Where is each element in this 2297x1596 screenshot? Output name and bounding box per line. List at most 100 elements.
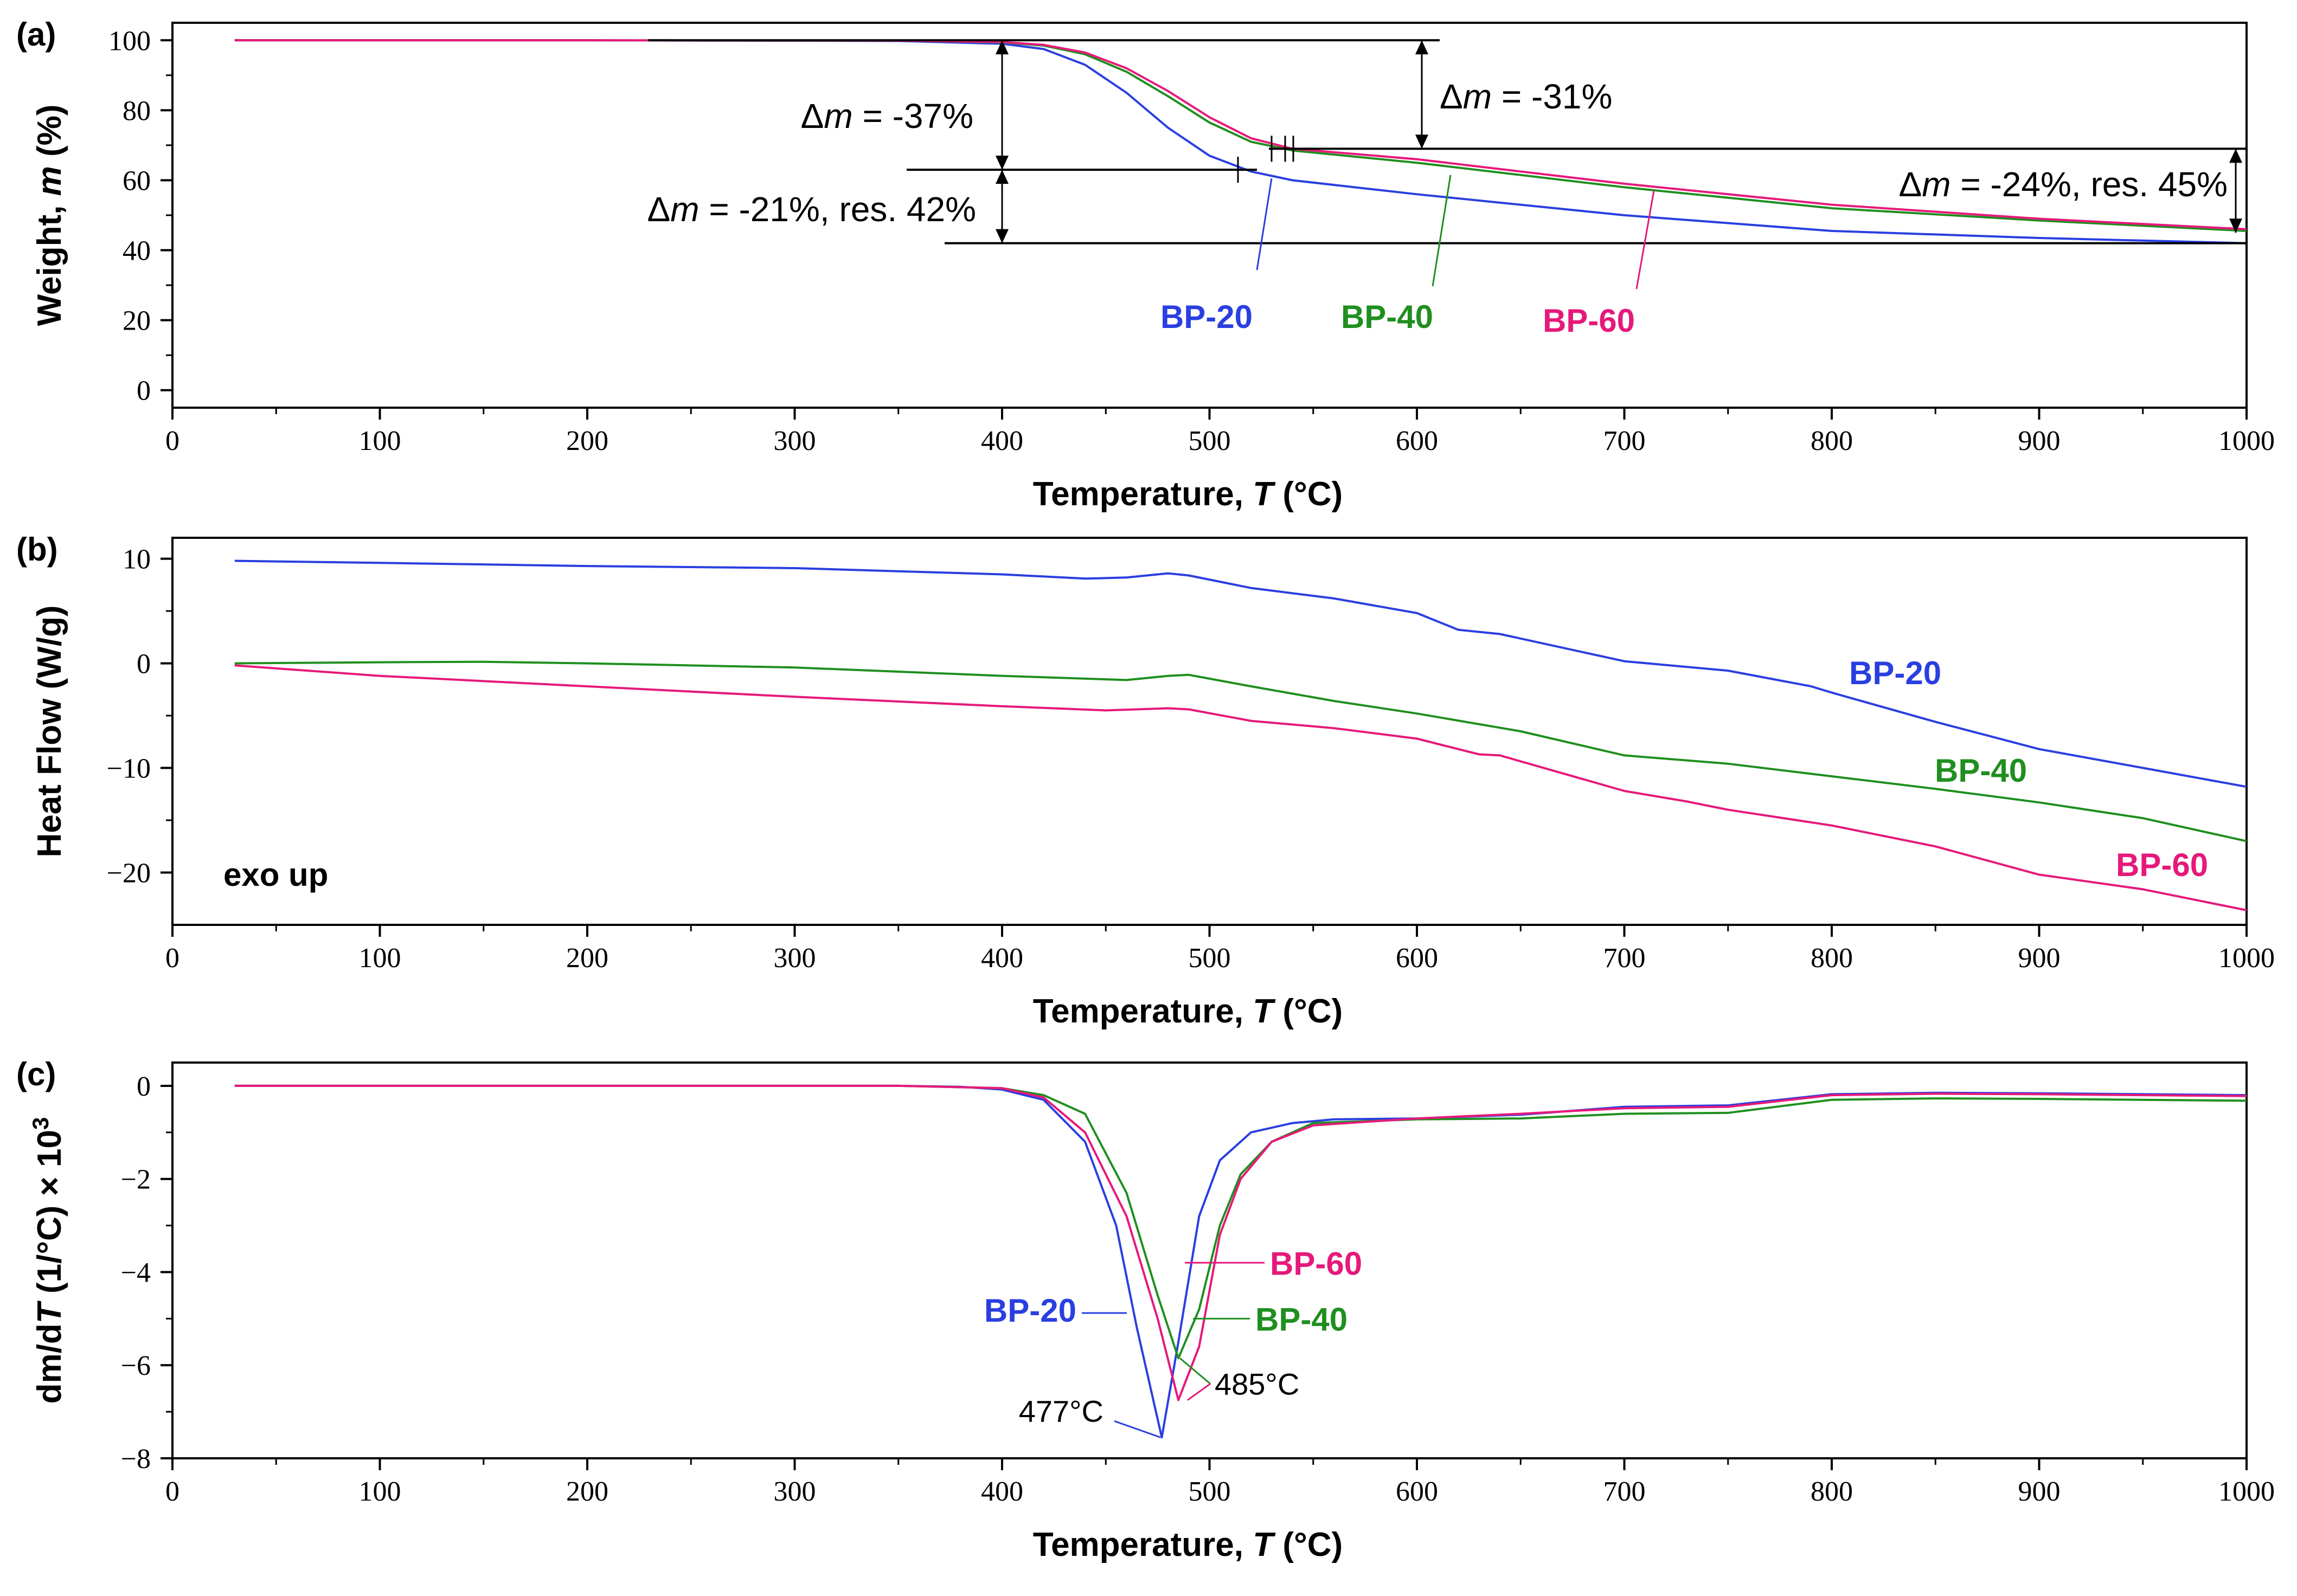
x-tick-label: 100 xyxy=(359,1476,401,1507)
label-leader-bp-20 xyxy=(1256,178,1273,271)
annotation-dm-24: Δm = -24%, res. 45% xyxy=(1898,165,2228,204)
panel-2-axes: 0 100 200 300 400 500 600 700 800 900 1000 −8 −6 −4 −2… xyxy=(16,1056,2275,1563)
x-tick-label: 400 xyxy=(981,426,1023,456)
x-tick-label: 100 xyxy=(359,943,401,974)
x-tick-label: 600 xyxy=(1396,943,1438,974)
peak-label-485: 485°C xyxy=(1215,1367,1299,1401)
label-leader-bp-40 xyxy=(1432,175,1452,287)
label-leader-bp-60 xyxy=(1635,190,1655,289)
annotation-dm-21: Δm = -21%, res. 42% xyxy=(647,190,976,229)
x-tick-label: 900 xyxy=(2018,426,2061,456)
series-line-bp-60 xyxy=(234,1084,2247,1401)
y-axis-title: dm/dT (1/°C) × 103 xyxy=(28,1117,69,1404)
peak-leader-477 xyxy=(1114,1420,1161,1438)
panel-b-annotations: exo up BP-20 BP-40 BP-60 xyxy=(223,655,2208,893)
series-label-bp-40: BP-40 xyxy=(1341,299,1433,335)
x-tick-label: 500 xyxy=(1189,943,1231,974)
x-tick-label: 0 xyxy=(165,1476,179,1507)
x-tick-label: 0 xyxy=(165,426,179,456)
x-tick-label: 200 xyxy=(566,943,608,974)
x-tick-label: 0 xyxy=(165,943,179,974)
series-label-bp-60: BP-60 xyxy=(2116,847,2208,883)
panel-label: (b) xyxy=(16,531,58,568)
x-tick-label: 300 xyxy=(774,426,816,456)
arrowhead xyxy=(996,170,1009,184)
panel-0-axes: 0 100 200 300 400 500 600 700 800 900 1000 0 20 40 60 8… xyxy=(16,16,2275,513)
series-label-bp-60: BP-60 xyxy=(1543,303,1635,339)
plot-frame xyxy=(171,1061,2248,1459)
y-tick-label: −2 xyxy=(121,1164,151,1195)
y-tick-label: −4 xyxy=(121,1257,151,1288)
series-label-bp-40: BP-40 xyxy=(1255,1301,1348,1337)
x-tick-label: 1000 xyxy=(2218,943,2275,974)
panel-2-series xyxy=(234,1084,2247,1439)
series-label-bp-20: BP-20 xyxy=(984,1292,1076,1329)
series-line-bp-40 xyxy=(234,660,2247,842)
arrowhead xyxy=(996,40,1009,55)
x-tick-label: 1000 xyxy=(2218,426,2275,456)
series-line-bp-20 xyxy=(234,559,2247,788)
arrowhead xyxy=(996,229,1009,243)
y-tick-label: 10 xyxy=(123,544,151,575)
annotation-dm-31: Δm = -31% xyxy=(1440,77,1612,116)
x-tick-label: 200 xyxy=(566,426,608,456)
series-label-bp-20: BP-20 xyxy=(1849,655,1941,691)
peak-leader-485b xyxy=(1187,1383,1211,1401)
arrowhead xyxy=(2229,218,2242,233)
panel-0-series xyxy=(234,39,2247,244)
peak-leader-485 xyxy=(1179,1357,1211,1385)
panel-a-annotations: Δm = -37% Δm = -31% Δm = -21%, res. 42% Δm … xyxy=(647,39,2247,339)
y-tick-label: 0 xyxy=(137,376,151,407)
series-label-bp-40: BP-40 xyxy=(1935,752,2027,789)
x-tick-label: 300 xyxy=(774,943,816,974)
y-tick-label: −20 xyxy=(107,858,151,889)
x-tick-label: 900 xyxy=(2018,1476,2061,1507)
arrowhead xyxy=(1415,40,1428,55)
panel-1-axes: 0 100 200 300 400 500 600 700 800 900 1000 −20 −10 0 1… xyxy=(16,531,2275,1030)
x-tick-label: 900 xyxy=(2018,943,2061,974)
exo-up-label: exo up xyxy=(223,857,328,893)
y-tick-label: 20 xyxy=(123,306,151,337)
series-label-bp-20: BP-20 xyxy=(1160,299,1253,335)
series-line-bp-40 xyxy=(234,1084,2247,1360)
x-tick-label: 700 xyxy=(1603,943,1646,974)
x-tick-label: 700 xyxy=(1603,426,1646,456)
y-tick-label: 40 xyxy=(123,236,151,267)
x-tick-label: 400 xyxy=(981,943,1023,974)
y-axis-title: Heat Flow (W/g) xyxy=(31,606,68,858)
y-tick-label: 0 xyxy=(137,1071,151,1102)
x-tick-label: 1000 xyxy=(2218,1476,2275,1507)
x-tick-label: 200 xyxy=(566,1476,608,1507)
y-tick-label: 0 xyxy=(137,649,151,680)
series-label-bp-60: BP-60 xyxy=(1270,1245,1362,1282)
y-tick-label: −10 xyxy=(107,754,151,784)
panel-label: (c) xyxy=(16,1056,56,1092)
x-tick-label: 800 xyxy=(1811,943,1853,974)
x-tick-label: 500 xyxy=(1189,1476,1231,1507)
x-tick-label: 600 xyxy=(1396,426,1438,456)
series-line-bp-60 xyxy=(234,664,2247,911)
panel-1-series xyxy=(234,559,2247,911)
annotation-dm-37: Δm = -37% xyxy=(801,96,973,136)
y-tick-label: 60 xyxy=(123,165,151,196)
x-tick-label: 100 xyxy=(359,426,401,456)
y-tick-label: 80 xyxy=(123,95,151,126)
y-tick-label: −8 xyxy=(121,1444,151,1475)
plot-frame xyxy=(171,537,2248,926)
x-tick-label: 400 xyxy=(981,1476,1023,1507)
y-axis-title: Weight, m (%) xyxy=(31,105,68,326)
x-tick-label: 600 xyxy=(1396,1476,1438,1507)
x-tick-label: 800 xyxy=(1811,1476,1853,1507)
x-tick-label: 500 xyxy=(1189,426,1231,456)
y-tick-label: 100 xyxy=(108,25,151,56)
arrowhead xyxy=(996,156,1009,170)
x-tick-label: 300 xyxy=(774,1476,816,1507)
x-axis-title: Temperature, T (°C) xyxy=(1033,475,1343,513)
panel-label: (a) xyxy=(16,16,56,53)
panel-c-annotations: BP-20 BP-60 BP-40 477°C 485°C xyxy=(984,1245,1362,1438)
x-tick-label: 700 xyxy=(1603,1476,1646,1507)
arrowhead xyxy=(2229,149,2242,163)
peak-label-477: 477°C xyxy=(1019,1394,1103,1428)
y-tick-label: −6 xyxy=(121,1350,151,1381)
